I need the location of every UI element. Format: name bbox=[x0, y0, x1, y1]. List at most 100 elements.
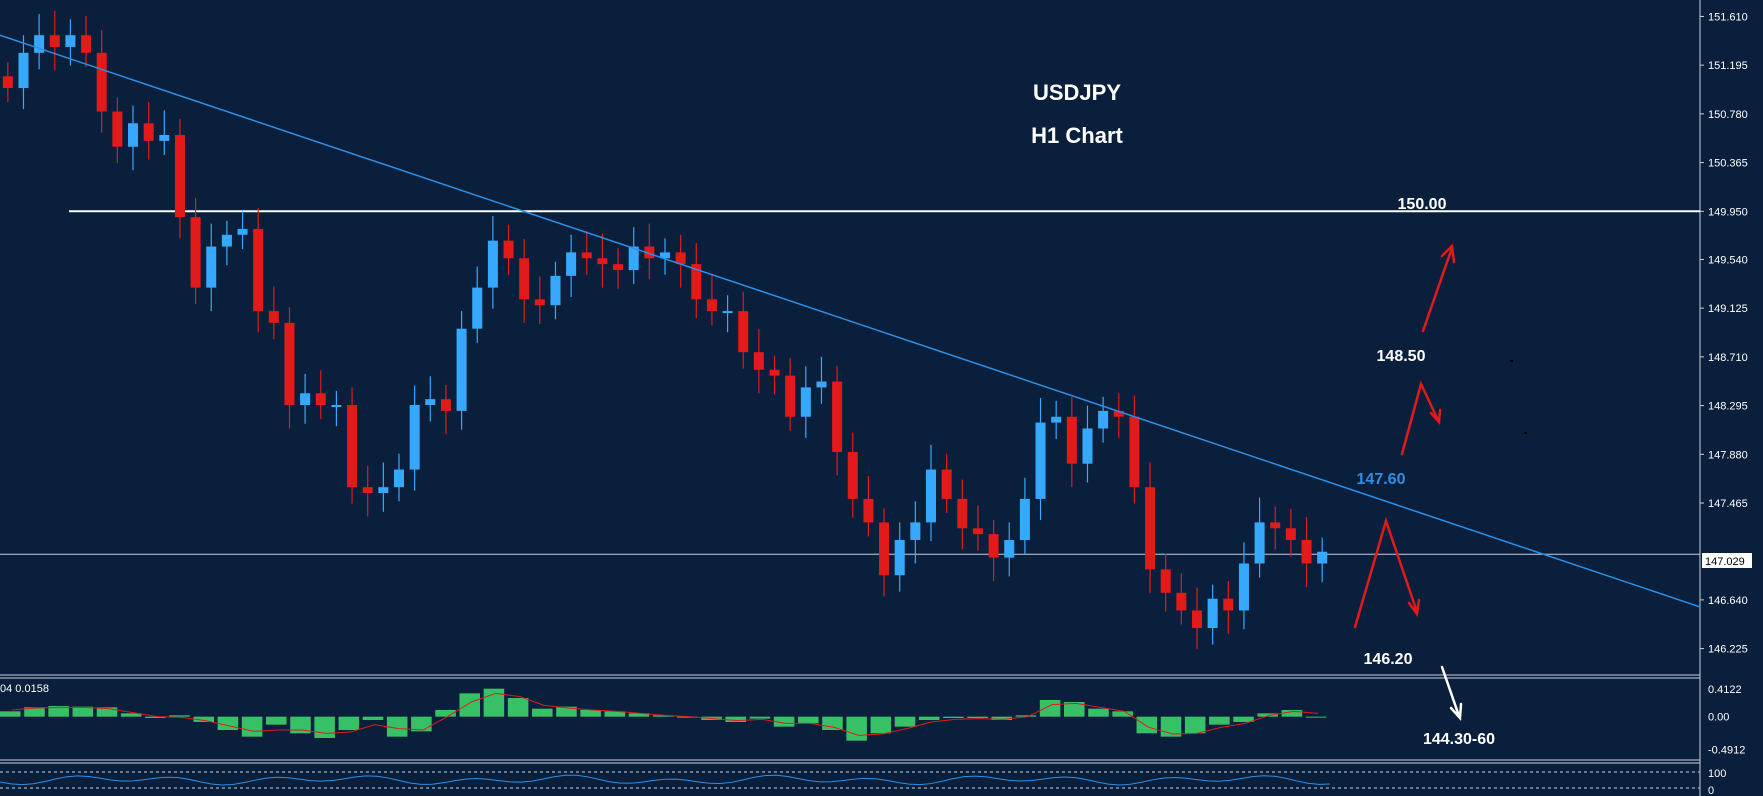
macd-bar-44 bbox=[1064, 702, 1085, 717]
candle-body-30 bbox=[472, 287, 483, 329]
arrow-down-to-144 bbox=[1440, 665, 1463, 722]
candle-body-69 bbox=[1082, 428, 1093, 464]
y-tick-label-8: 148.295 bbox=[1708, 401, 1748, 413]
macd-bar-15 bbox=[362, 716, 384, 720]
candle-body-4 bbox=[65, 35, 76, 47]
candle-body-75 bbox=[1176, 592, 1187, 611]
y-tick-label-4: 149.950 bbox=[1708, 206, 1748, 218]
candle-body-77 bbox=[1207, 598, 1218, 629]
candle-body-54 bbox=[847, 451, 858, 499]
candle-body-67 bbox=[1051, 416, 1062, 423]
candle-body-38 bbox=[597, 258, 608, 265]
macd-bar-45 bbox=[1088, 708, 1109, 717]
candle-body-31 bbox=[487, 240, 498, 288]
candle-body-0 bbox=[2, 76, 13, 89]
macd-bar-26 bbox=[628, 713, 650, 717]
y-tick-label-6: 149.125 bbox=[1708, 303, 1748, 315]
macd-bar-39 bbox=[943, 716, 964, 718]
macd-bar-19 bbox=[459, 693, 481, 717]
candle-body-68 bbox=[1066, 416, 1077, 464]
arrow-reject-147-60 bbox=[1353, 516, 1419, 629]
annotation-150-00: 150.00 bbox=[1398, 196, 1447, 213]
macd-bar-40 bbox=[967, 716, 988, 718]
macd-bar-42 bbox=[1015, 715, 1037, 717]
candle-body-36 bbox=[566, 252, 577, 276]
y-tick-label-0: 151.610 bbox=[1708, 11, 1748, 23]
y-tick-label-2: 150.780 bbox=[1708, 109, 1748, 121]
candle-body-58 bbox=[910, 522, 921, 540]
candle-body-63 bbox=[988, 534, 999, 558]
macd-group: 0.4122 0.00 -0.4912 bbox=[0, 684, 1745, 756]
candle-body-80 bbox=[1254, 522, 1265, 564]
candle-body-32 bbox=[503, 240, 514, 259]
candle-body-43 bbox=[675, 252, 686, 265]
candle-body-57 bbox=[894, 540, 905, 576]
candle-body-11 bbox=[174, 135, 185, 218]
candle-body-39 bbox=[613, 264, 624, 270]
y-tick-label-3: 150.365 bbox=[1708, 158, 1748, 170]
macd-bar-18 bbox=[435, 710, 456, 717]
candle-body-14 bbox=[221, 234, 232, 247]
macd-bar-12 bbox=[290, 716, 311, 734]
macd-bar-8 bbox=[193, 716, 215, 722]
candle-body-81 bbox=[1270, 522, 1281, 529]
macd-tick-label-0: 0.4122 bbox=[1708, 684, 1742, 696]
candle-body-10 bbox=[159, 135, 170, 141]
candle-body-15 bbox=[237, 228, 248, 235]
candle-body-20 bbox=[315, 393, 326, 405]
trendline-group bbox=[0, 34, 1701, 608]
chart-title: USDJPY bbox=[1033, 80, 1121, 105]
arrow-down-line bbox=[1440, 665, 1461, 718]
candle-body-52 bbox=[816, 381, 827, 388]
marker-dot-2 bbox=[1524, 432, 1527, 434]
candle-body-35 bbox=[550, 275, 561, 306]
rsi-tick-label-1: 0 bbox=[1708, 785, 1714, 796]
macd-bar-54 bbox=[1305, 716, 1327, 718]
candle-body-17 bbox=[268, 311, 279, 323]
macd-bar-4 bbox=[96, 707, 118, 717]
macd-bar-52 bbox=[1257, 713, 1279, 717]
macd-header: 04 0.0158 bbox=[0, 683, 49, 695]
rsi-line bbox=[0, 774, 1331, 786]
candle-body-18 bbox=[284, 322, 295, 405]
candle-body-6 bbox=[96, 52, 107, 112]
macd-bar-11 bbox=[266, 716, 287, 725]
candle-body-79 bbox=[1238, 563, 1249, 611]
macd-bar-27 bbox=[652, 715, 674, 717]
candle-body-55 bbox=[863, 498, 874, 523]
candle-body-7 bbox=[112, 111, 123, 147]
candle-body-64 bbox=[1004, 540, 1015, 558]
candle-body-49 bbox=[769, 369, 780, 376]
arrow-reject-147-60-head bbox=[1407, 598, 1421, 618]
candle-body-44 bbox=[691, 264, 702, 300]
macd-bar-50 bbox=[1209, 716, 1230, 725]
candle-body-27 bbox=[425, 399, 436, 405]
macd-bar-31 bbox=[749, 716, 771, 719]
y-tick-label-1: 151.195 bbox=[1708, 60, 1748, 72]
annotation-148-50: 148.50 bbox=[1377, 348, 1426, 365]
candle-body-72 bbox=[1129, 416, 1140, 488]
macd-bar-51 bbox=[1233, 716, 1254, 722]
candle-body-24 bbox=[378, 487, 389, 494]
candle-body-76 bbox=[1191, 610, 1203, 629]
macd-bar-2 bbox=[48, 706, 69, 717]
candle-body-59 bbox=[925, 469, 937, 523]
candle-body-9 bbox=[143, 123, 154, 141]
candle-body-83 bbox=[1301, 540, 1312, 564]
candle-body-65 bbox=[1019, 498, 1030, 540]
candle-body-47 bbox=[738, 311, 749, 353]
candle-body-51 bbox=[800, 387, 811, 417]
candle-body-45 bbox=[706, 299, 717, 312]
y-tick-label-7: 148.710 bbox=[1708, 352, 1748, 364]
macd-bar-36 bbox=[870, 716, 892, 734]
macd-bar-41 bbox=[991, 716, 1013, 720]
macd-bar-9 bbox=[217, 716, 239, 730]
macd-bar-13 bbox=[314, 716, 335, 738]
candle-body-16 bbox=[253, 228, 264, 312]
candle-body-42 bbox=[659, 252, 671, 259]
y-tick-label-12: 146.640 bbox=[1708, 595, 1748, 607]
candle-body-37 bbox=[581, 252, 592, 259]
